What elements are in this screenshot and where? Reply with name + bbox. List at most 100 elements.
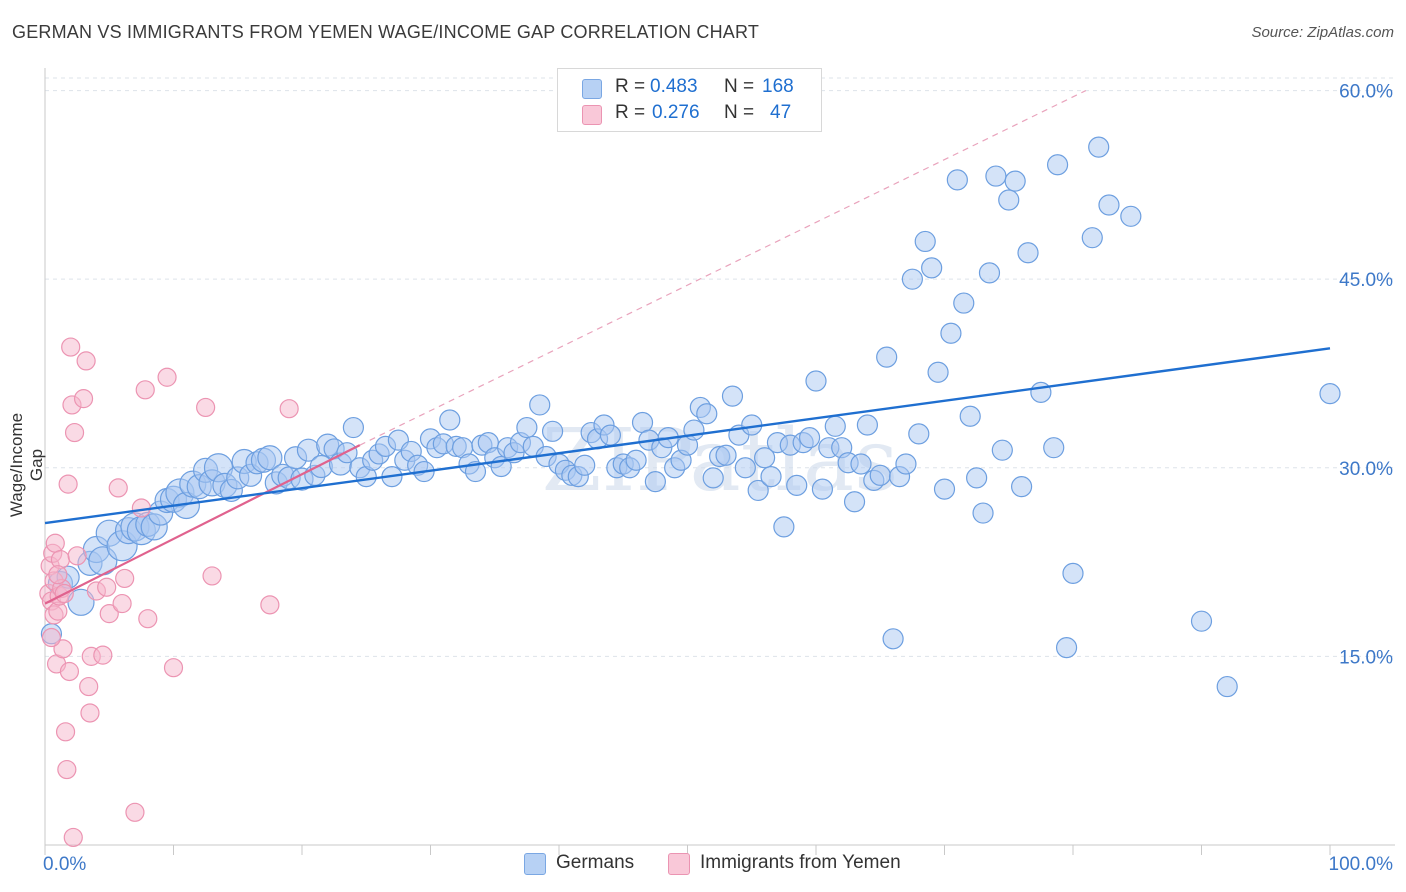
- german-point: [850, 453, 872, 475]
- yemen-point: [125, 802, 145, 822]
- yemen-point: [115, 568, 135, 589]
- german-point: [921, 257, 943, 279]
- legend-row-yemen: R = 0.276 N = 47: [558, 101, 821, 127]
- german-point: [914, 230, 936, 253]
- german-point: [933, 478, 956, 500]
- german-point: [715, 444, 737, 466]
- bottom-legend-label: Germans: [556, 852, 635, 873]
- german-point: [439, 409, 461, 431]
- legend-r-value: 0.483: [650, 76, 698, 97]
- yemen-point: [279, 399, 299, 419]
- german-point: [342, 416, 364, 439]
- german-point: [1017, 242, 1039, 264]
- german-point: [1319, 383, 1341, 405]
- german-point: [1004, 170, 1026, 192]
- german-point: [856, 414, 879, 436]
- german-point: [760, 465, 782, 488]
- yemen-point: [55, 722, 76, 742]
- german-point: [908, 423, 930, 445]
- tick-labels: 15.0% 30.0% 45.0% 60.0% 0.0% 100.0%: [43, 82, 1393, 875]
- german-point: [309, 454, 333, 479]
- german-point: [940, 322, 962, 344]
- german-point: [1216, 675, 1238, 698]
- german-point: [1030, 381, 1052, 403]
- german-point: [599, 424, 622, 446]
- yemen-point: [64, 422, 85, 443]
- legend-n-value: 168: [762, 76, 794, 97]
- yemen-point: [53, 639, 73, 659]
- legend-row-germans: R = 0.483 N = 168: [558, 75, 821, 101]
- german-point: [257, 445, 283, 471]
- yemen-point: [59, 661, 80, 682]
- german-point: [869, 464, 891, 486]
- german-point: [625, 449, 647, 471]
- german-point: [805, 370, 827, 392]
- german-point: [798, 427, 821, 449]
- y-tick-label: 45.0%: [1339, 270, 1393, 291]
- german-point: [644, 471, 666, 493]
- yemen-point: [135, 380, 155, 400]
- german-point: [786, 474, 808, 496]
- correlation-legend: R = 0.483 N = 168 R = 0.276 N = 47: [557, 68, 822, 132]
- german-point: [978, 262, 1001, 284]
- y-tick-label: 15.0%: [1339, 647, 1393, 668]
- german-point: [696, 403, 718, 425]
- yemen-point: [163, 658, 184, 678]
- german-point: [574, 454, 596, 476]
- german-point: [734, 457, 756, 479]
- german-point: [1046, 154, 1069, 176]
- legend-r-value: 0.276: [652, 102, 700, 123]
- trend-lines: [44, 90, 1331, 605]
- legend-r-label: R =: [615, 76, 646, 97]
- yemen-point: [79, 676, 99, 697]
- german-point: [773, 516, 795, 538]
- german-point: [1120, 205, 1142, 227]
- german-point: [843, 491, 866, 513]
- german-point: [824, 415, 846, 437]
- yemen-point: [80, 703, 100, 723]
- yemen-point: [260, 595, 280, 615]
- yemen-point: [93, 645, 113, 665]
- german-point: [464, 460, 487, 483]
- trend-yemen: [44, 444, 361, 605]
- trend-yemen-extension: [359, 90, 1087, 446]
- trend-germans: [44, 347, 1331, 525]
- german-point: [998, 189, 1020, 211]
- german-point: [1055, 636, 1078, 659]
- german-point: [972, 502, 994, 524]
- yemen-point: [76, 351, 96, 371]
- yemen-point: [45, 533, 65, 553]
- german-point: [541, 420, 564, 442]
- german-point: [683, 419, 705, 441]
- yemen-point: [67, 546, 87, 566]
- yemen-point: [202, 566, 222, 586]
- german-point: [953, 292, 975, 314]
- german-point: [927, 361, 949, 383]
- yemen-point: [157, 367, 177, 387]
- yemen-point: [108, 478, 128, 498]
- yemen-point: [73, 389, 94, 409]
- yemen-point: [97, 577, 117, 597]
- german-point: [1081, 227, 1103, 249]
- german-point: [1010, 476, 1033, 498]
- yemen-point: [138, 609, 158, 629]
- yemen-point: [57, 759, 77, 780]
- german-point: [811, 478, 834, 500]
- y-axis-label: Wage/Income Gap: [7, 412, 46, 518]
- german-point: [959, 405, 981, 427]
- legend-swatch-yemen: [582, 105, 602, 125]
- legend-r-label: R =: [615, 102, 646, 123]
- german-point: [1062, 562, 1084, 585]
- yemen-point: [58, 474, 78, 494]
- legend-swatch-germans: [582, 79, 602, 99]
- yemen-point: [41, 627, 62, 648]
- axes: [44, 68, 1395, 855]
- german-point: [702, 467, 724, 489]
- bottom-swatch-germans: [524, 853, 546, 875]
- german-point: [529, 394, 551, 416]
- yemen-point: [63, 827, 83, 848]
- legend-n-value: 47: [770, 102, 792, 123]
- german-point: [1098, 194, 1120, 216]
- legend-n-label: N =: [724, 102, 755, 123]
